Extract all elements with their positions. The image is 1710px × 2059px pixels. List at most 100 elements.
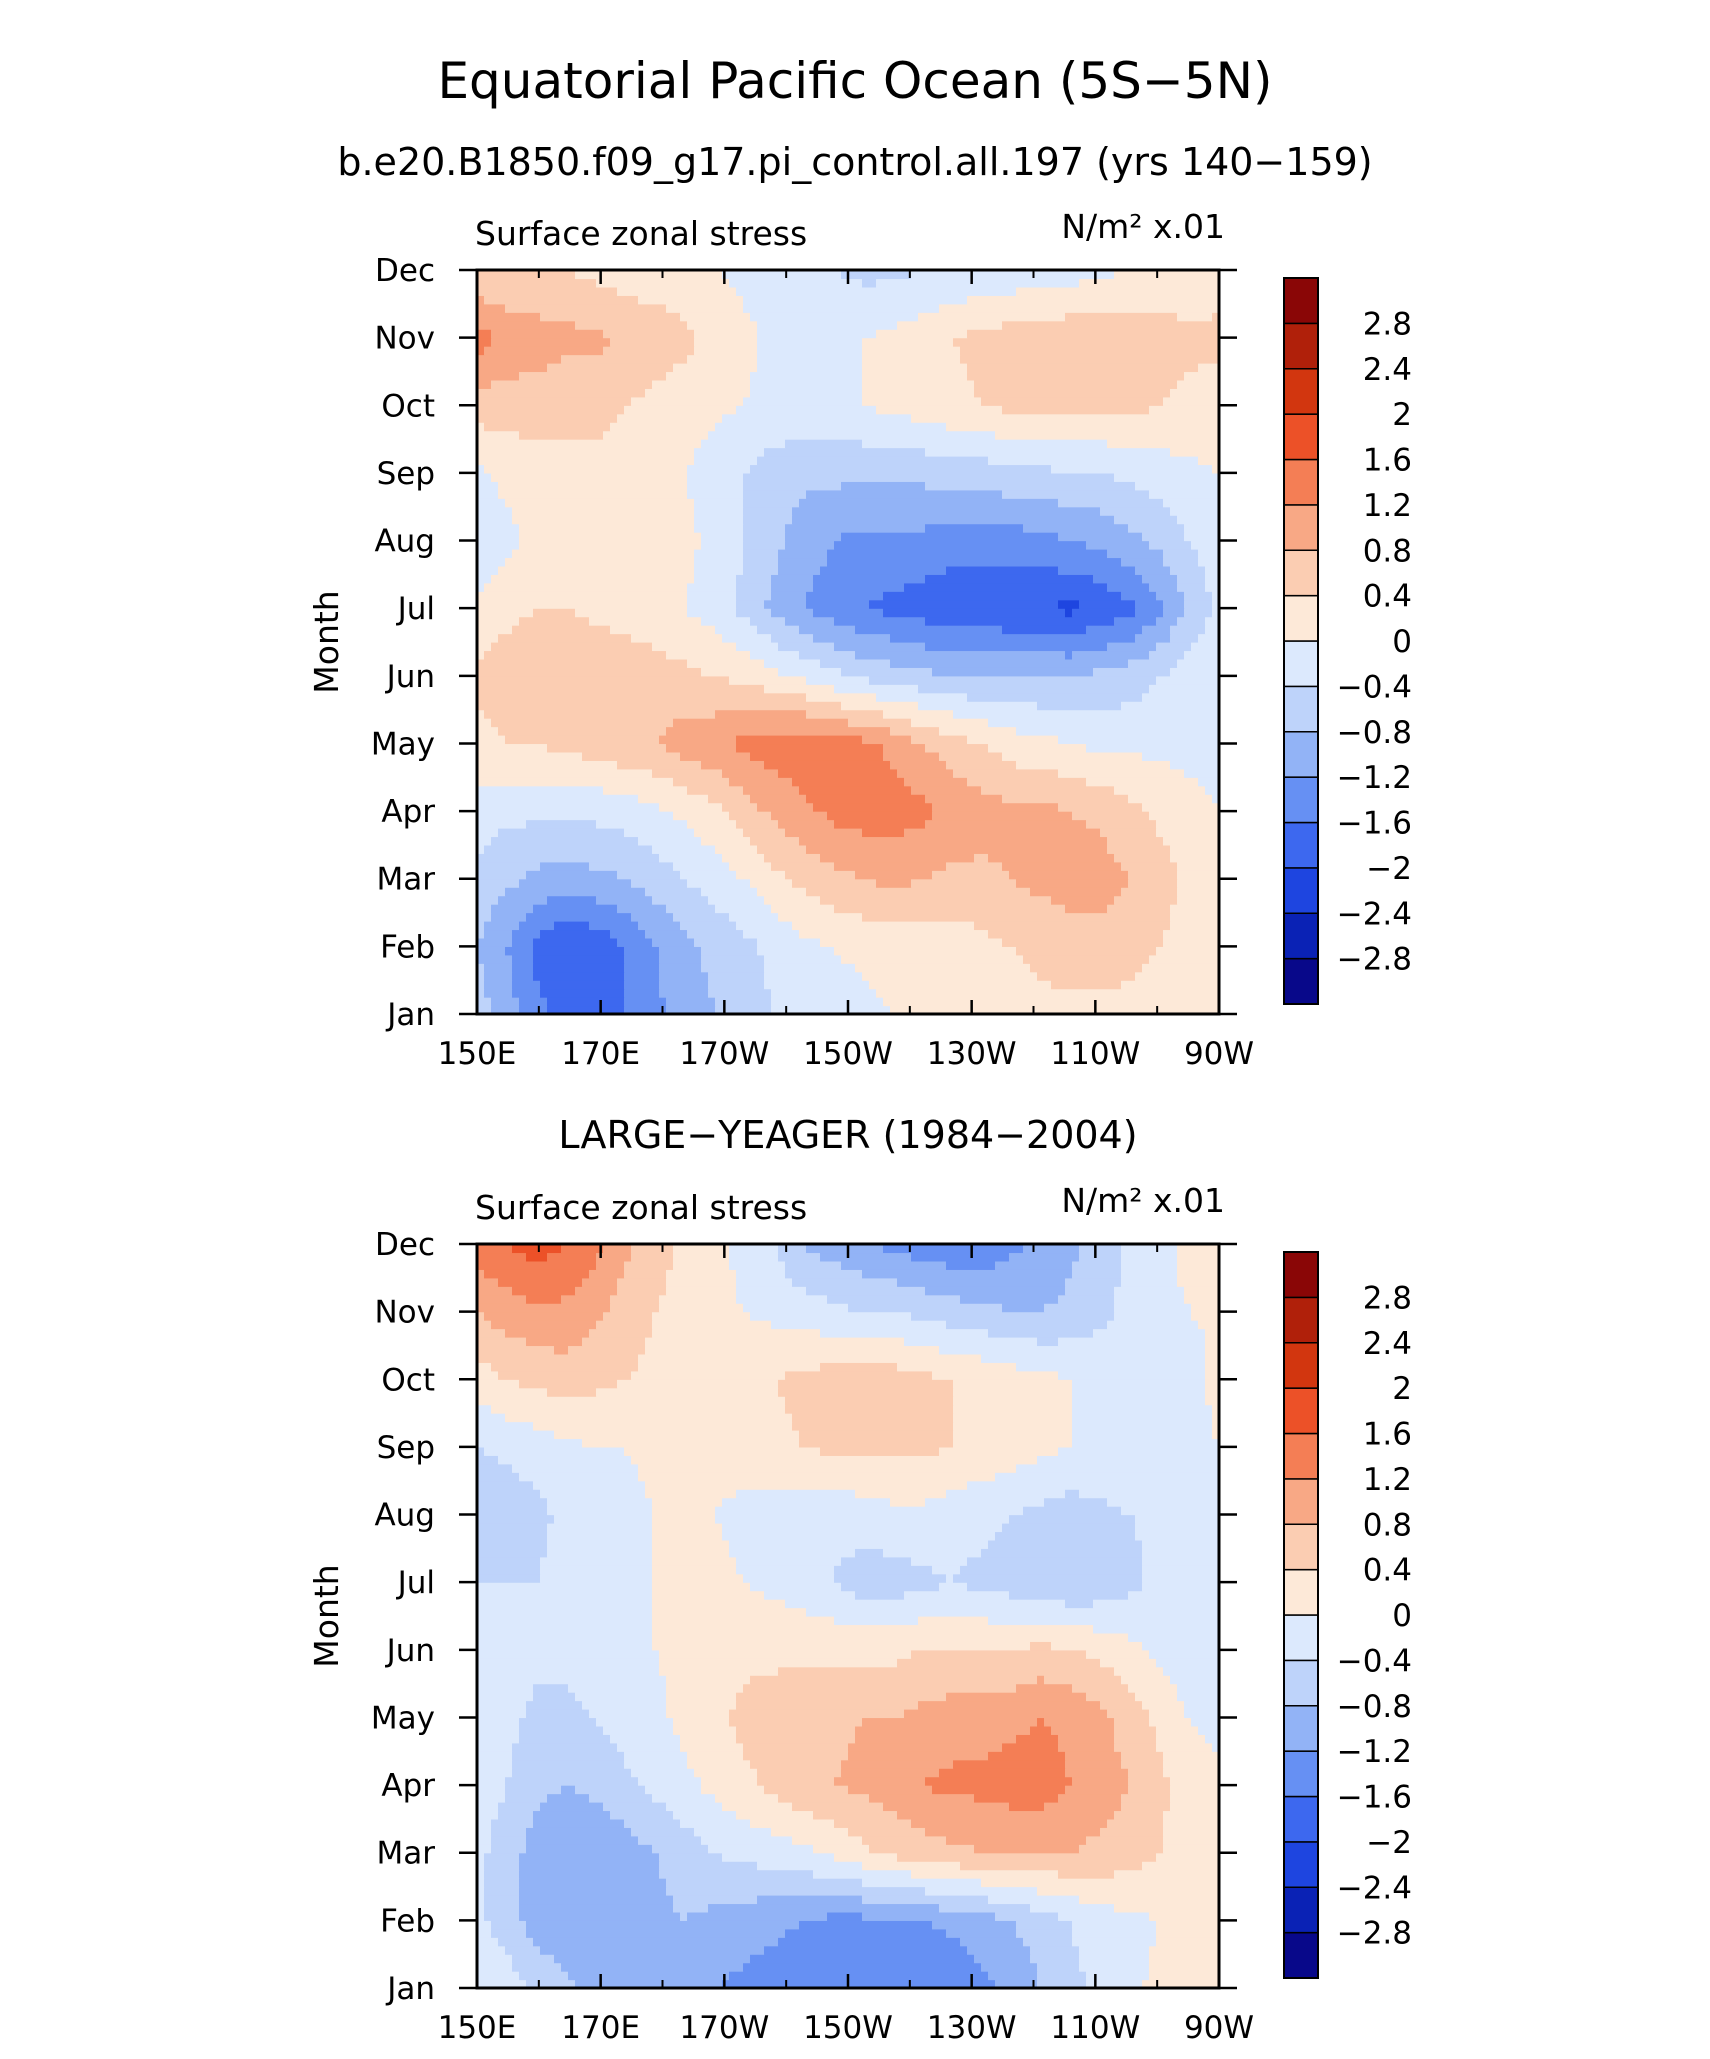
heatmap-cell: [533, 1683, 569, 1693]
heatmap-cell: [869, 599, 1059, 609]
y-tick-label: Sep: [377, 456, 435, 492]
heatmap-cell: [505, 946, 534, 956]
heatmap-cell: [512, 1742, 618, 1752]
heatmap-cell: [715, 1506, 1024, 1516]
heatmap-cell: [904, 1337, 1038, 1347]
heatmap-cell: [477, 1649, 660, 1659]
heatmap-cell: [477, 447, 695, 457]
heatmap-cell: [1072, 1413, 1213, 1423]
heatmap-cell: [526, 1920, 800, 1930]
heatmap-cell: [729, 1252, 779, 1262]
colorbar-swatch: [1283, 504, 1319, 552]
heatmap-cell: [834, 1616, 919, 1626]
heatmap-cell: [477, 1252, 527, 1262]
heatmap-cell: [526, 1979, 576, 1988]
heatmap-cell: [477, 921, 485, 931]
heatmap-cell: [708, 971, 765, 981]
colorbar-swatch: [1283, 640, 1319, 688]
heatmap-cell: [652, 1523, 723, 1533]
heatmap-cell: [666, 650, 751, 660]
heatmap-cell: [491, 337, 611, 347]
heatmap-cell: [659, 946, 702, 956]
heatmap-cell: [834, 819, 926, 829]
heatmap-cell: [596, 1320, 653, 1330]
heatmap-cell: [1114, 616, 1157, 626]
heatmap-cell: [1156, 1734, 1206, 1744]
heatmap-cell: [981, 785, 1115, 795]
heatmap-cell: [498, 726, 667, 736]
heatmap-cell: [631, 1244, 674, 1254]
heatmap-cell: [477, 963, 485, 973]
heatmap-cell: [771, 904, 835, 914]
heatmap-cell: [771, 861, 835, 871]
heatmap-cell: [575, 1979, 723, 1988]
heatmap-cell: [554, 1430, 800, 1440]
heatmap-cell: [1121, 861, 1178, 871]
heatmap-cell: [1072, 1269, 1122, 1279]
heatmap-cell: [484, 1895, 520, 1905]
heatmap-cell: [554, 1514, 653, 1524]
heatmap-cell: [477, 1725, 520, 1735]
heatmap-cell: [729, 675, 807, 685]
heatmap-cell: [1184, 1700, 1219, 1710]
heatmap-cell: [925, 1827, 1101, 1837]
heatmap-cell: [575, 270, 723, 280]
heatmap-cell: [701, 1776, 758, 1786]
heatmap-cell: [750, 616, 786, 626]
heatmap-cell: [834, 1818, 912, 1828]
heatmap-cell: [694, 447, 765, 457]
heatmap-cell: [848, 1303, 1003, 1313]
heatmap-cell: [484, 464, 688, 474]
heatmap-cell: [1184, 768, 1219, 778]
heatmap-cell: [1065, 650, 1073, 660]
heatmap-cell: [596, 1387, 779, 1397]
heatmap-cell: [477, 1734, 520, 1744]
heatmap-cell: [659, 853, 723, 863]
heatmap-cell: [610, 1303, 660, 1313]
heatmap-cell: [505, 557, 695, 567]
heatmap-cell: [841, 481, 926, 491]
heatmap-cell: [862, 379, 975, 389]
heatmap-cell: [1149, 811, 1219, 821]
heatmap-cell: [1163, 937, 1219, 947]
heatmap-cell: [778, 642, 835, 652]
heatmap-cell: [484, 1269, 590, 1279]
heatmap-cell: [883, 997, 1219, 1007]
heatmap-cell: [932, 1565, 961, 1575]
heatmap-cell: [477, 464, 485, 474]
heatmap-cell: [1184, 532, 1219, 542]
heatmap-cell: [687, 591, 737, 601]
heatmap-cell: [799, 1430, 954, 1440]
heatmap-cell: [1163, 1666, 1219, 1676]
heatmap-cell: [778, 667, 842, 677]
y-tick-label: Dec: [375, 1227, 435, 1263]
heatmap-cell: [491, 997, 520, 1007]
heatmap-cell: [1072, 1776, 1129, 1786]
heatmap-cell: [617, 1379, 779, 1389]
heatmap-cell: [834, 1852, 898, 1862]
heatmap-cell: [946, 565, 1059, 575]
heatmap-cell: [477, 997, 492, 1007]
heatmap-cell: [715, 1005, 772, 1014]
heatmap-cell: [736, 819, 779, 829]
heatmap-cell: [974, 1793, 1059, 1803]
heatmap-cell: [617, 937, 653, 947]
heatmap-cell: [785, 1269, 863, 1279]
heatmap-cell: [652, 379, 751, 389]
colorbar-swatch: [1283, 957, 1319, 1005]
heatmap-cell: [771, 1005, 891, 1014]
heatmap-cell: [785, 828, 863, 838]
heatmap-cell: [1037, 1886, 1219, 1896]
heatmap-cell: [792, 515, 1115, 525]
heatmap-cell: [750, 464, 1052, 474]
heatmap-cell: [981, 1353, 1206, 1363]
heatmap-cell: [1030, 1945, 1080, 1955]
heatmap-cell: [757, 937, 821, 947]
x-tick-label: 150E: [438, 1036, 517, 1072]
heatmap-cell: [687, 929, 744, 939]
colorbar-swatch: [1283, 413, 1319, 461]
heatmap-cell: [484, 988, 513, 998]
heatmap-cell: [792, 1277, 898, 1287]
heatmap-cell: [1058, 1869, 1115, 1879]
heatmap-cell: [568, 1971, 730, 1981]
